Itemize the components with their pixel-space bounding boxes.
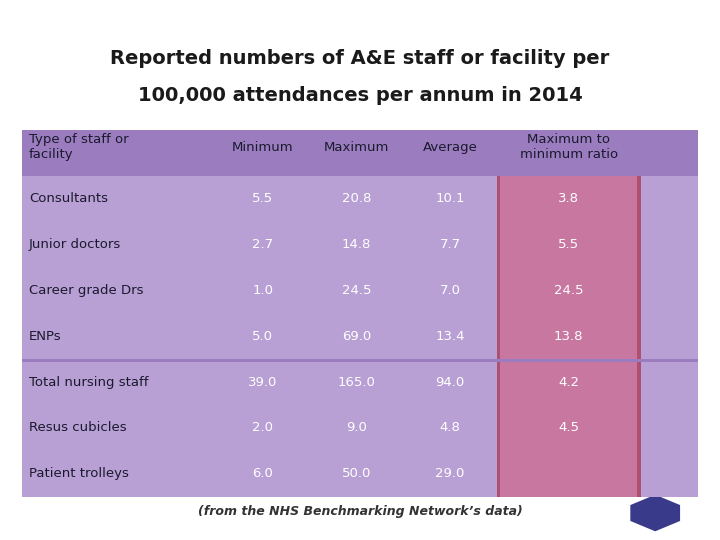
Text: 20.8: 20.8	[342, 192, 371, 205]
Text: Minimum: Minimum	[232, 140, 294, 154]
Text: 7.0: 7.0	[439, 284, 461, 297]
Text: 10.1: 10.1	[436, 192, 464, 205]
Text: 39.0: 39.0	[248, 375, 277, 389]
Text: Total nursing staff: Total nursing staff	[29, 375, 148, 389]
Text: 6.0: 6.0	[253, 467, 273, 481]
Text: Resus cubicles: Resus cubicles	[29, 421, 127, 435]
Text: 50.0: 50.0	[342, 467, 371, 481]
Text: 94.0: 94.0	[436, 375, 464, 389]
Text: Type of staff or
facility: Type of staff or facility	[29, 133, 128, 161]
Text: Patient trolleys: Patient trolleys	[29, 467, 129, 481]
Text: 9.0: 9.0	[346, 421, 366, 435]
Text: 4.5: 4.5	[558, 421, 580, 435]
Text: (from the NHS Benchmarking Network’s data): (from the NHS Benchmarking Network’s dat…	[197, 505, 523, 518]
Text: Junior doctors: Junior doctors	[29, 238, 121, 251]
Text: 13.4: 13.4	[436, 329, 464, 343]
Text: 29.0: 29.0	[436, 467, 464, 481]
Text: 13.8: 13.8	[554, 329, 583, 343]
Text: Reported numbers of A&E staff or facility per: Reported numbers of A&E staff or facilit…	[110, 49, 610, 68]
Text: Career grade Drs: Career grade Drs	[29, 284, 143, 297]
Text: 4.8: 4.8	[440, 421, 460, 435]
Text: 7.7: 7.7	[439, 238, 461, 251]
Text: 5.0: 5.0	[252, 329, 274, 343]
Text: 4.2: 4.2	[558, 375, 580, 389]
Text: Consultants: Consultants	[29, 192, 108, 205]
Text: 5.5: 5.5	[252, 192, 274, 205]
Text: 24.5: 24.5	[554, 284, 583, 297]
Text: 1.0: 1.0	[252, 284, 274, 297]
Text: ENPs: ENPs	[29, 329, 61, 343]
Text: Maximum: Maximum	[324, 140, 389, 154]
Text: 2.7: 2.7	[252, 238, 274, 251]
Text: 165.0: 165.0	[338, 375, 375, 389]
Text: 14.8: 14.8	[342, 238, 371, 251]
Text: 3.8: 3.8	[558, 192, 580, 205]
Text: 100,000 attendances per annum in 2014: 100,000 attendances per annum in 2014	[138, 86, 582, 105]
Text: 2.0: 2.0	[252, 421, 274, 435]
Text: 24.5: 24.5	[342, 284, 371, 297]
Text: 5.5: 5.5	[558, 238, 580, 251]
Text: Average: Average	[423, 140, 477, 154]
Polygon shape	[629, 494, 681, 532]
Text: 69.0: 69.0	[342, 329, 371, 343]
Text: Maximum to
minimum ratio: Maximum to minimum ratio	[520, 133, 618, 161]
